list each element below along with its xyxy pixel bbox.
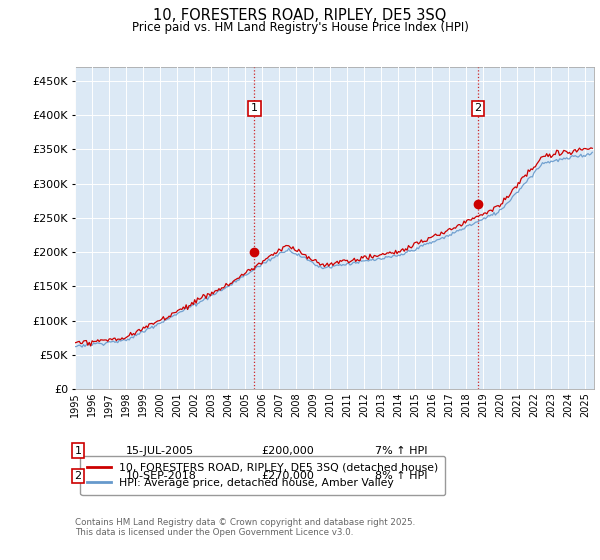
Text: 1: 1	[251, 103, 258, 113]
Legend: 10, FORESTERS ROAD, RIPLEY, DE5 3SQ (detached house), HPI: Average price, detach: 10, FORESTERS ROAD, RIPLEY, DE5 3SQ (det…	[80, 456, 445, 495]
Text: 15-JUL-2005: 15-JUL-2005	[126, 446, 194, 456]
Text: 8% ↑ HPI: 8% ↑ HPI	[375, 471, 427, 481]
Text: £270,000: £270,000	[261, 471, 314, 481]
Text: 10-SEP-2018: 10-SEP-2018	[126, 471, 197, 481]
Text: 10, FORESTERS ROAD, RIPLEY, DE5 3SQ: 10, FORESTERS ROAD, RIPLEY, DE5 3SQ	[154, 8, 446, 24]
Text: Contains HM Land Registry data © Crown copyright and database right 2025.
This d: Contains HM Land Registry data © Crown c…	[75, 518, 415, 538]
Text: 7% ↑ HPI: 7% ↑ HPI	[375, 446, 427, 456]
Text: 2: 2	[475, 103, 482, 113]
Text: Price paid vs. HM Land Registry's House Price Index (HPI): Price paid vs. HM Land Registry's House …	[131, 21, 469, 34]
Text: £200,000: £200,000	[261, 446, 314, 456]
Text: 1: 1	[74, 446, 82, 456]
Text: 2: 2	[74, 471, 82, 481]
